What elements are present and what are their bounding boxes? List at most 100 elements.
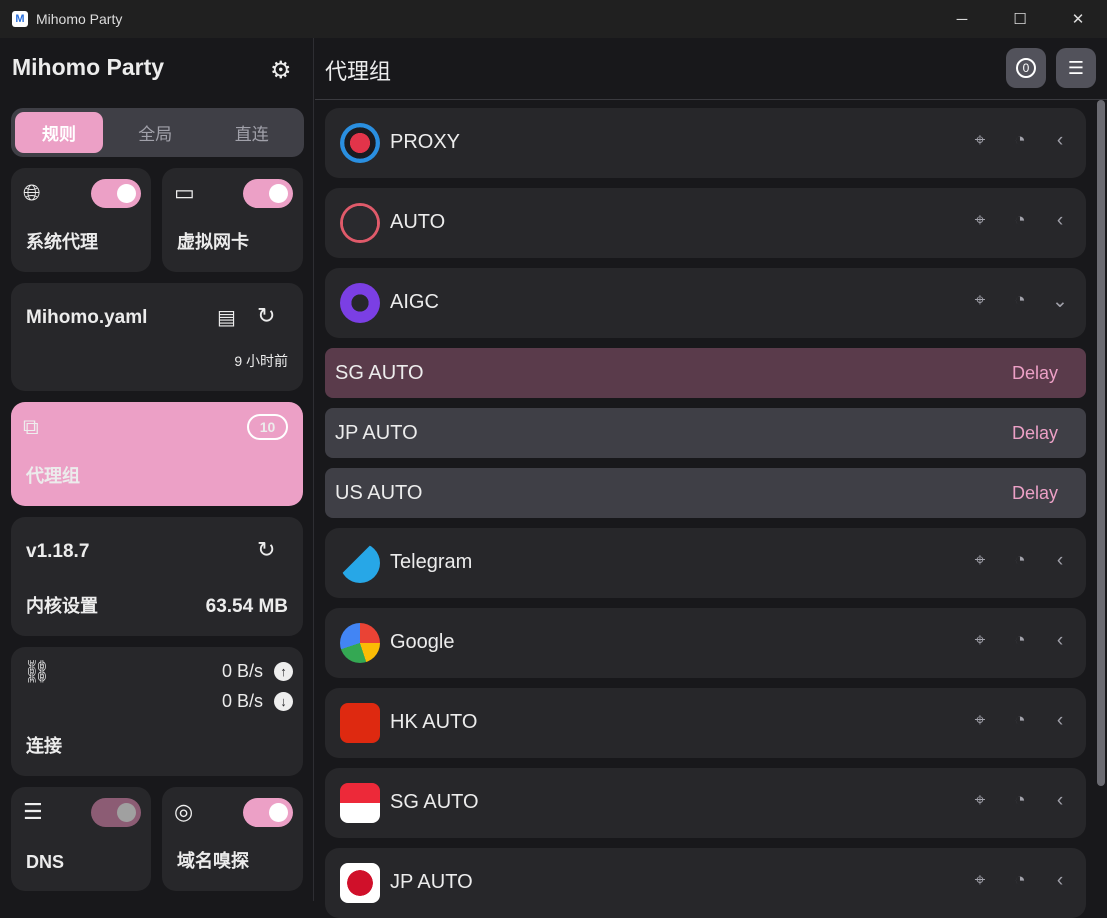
sniff-toggle[interactable] — [243, 798, 293, 827]
proxies-card[interactable]: ⧉ 10 代理组 — [11, 402, 303, 506]
hk-flag-icon — [340, 703, 380, 743]
proxy-group-row[interactable]: Telegram ⌖ ◔ ‹ — [325, 528, 1086, 598]
group-name: AUTO — [390, 211, 446, 233]
group-name: Telegram — [390, 551, 473, 573]
sysproxy-card[interactable]: 🌐︎ 系统代理 — [11, 168, 151, 272]
locate-icon[interactable]: ⌖ — [974, 790, 986, 811]
menu-lines-icon: ☰ — [1067, 57, 1085, 78]
close-button[interactable]: ✕ — [1071, 11, 1085, 28]
proxy-group-icon: ⧉ — [23, 414, 39, 439]
proxy-node-row[interactable]: US AUTO Delay — [325, 468, 1086, 518]
locate-icon[interactable]: ⌖ — [974, 870, 986, 891]
settings-gear-icon[interactable]: ⚙ — [270, 57, 292, 84]
sniff-label: 域名嗅探 — [177, 851, 249, 871]
core-memory: 63.54 MB — [205, 596, 288, 617]
dns-card[interactable]: ☰ DNS — [11, 787, 151, 891]
chevron-left-icon[interactable]: ‹ — [1056, 550, 1064, 571]
maximize-button[interactable]: ☐ — [1013, 11, 1027, 28]
locate-icon[interactable]: ⌖ — [974, 550, 986, 571]
dns-toggle[interactable] — [91, 798, 141, 827]
proxy-group-row[interactable]: JP AUTO ⌖ ◔ ‹ — [325, 848, 1086, 918]
chevron-left-icon[interactable]: ‹ — [1056, 790, 1064, 811]
dns-label: DNS — [26, 852, 65, 872]
chevron-left-icon[interactable]: ‹ — [1056, 210, 1064, 231]
chevron-left-icon[interactable]: ‹ — [1056, 630, 1064, 651]
title-bar: M Mihomo Party ─ ☐ ✕ — [0, 0, 1107, 38]
mode-direct-tab[interactable]: 直连 — [234, 125, 269, 144]
profile-card[interactable]: Mihomo.yaml ▤ ↻ 9 小时前 — [11, 283, 303, 391]
proxy-group-row[interactable]: PROXY ⌖ ◔ ‹ — [325, 108, 1086, 178]
speedtest-gauge-icon[interactable]: ◔ — [1014, 210, 1026, 231]
mode-global-tab[interactable]: 全局 — [138, 125, 173, 144]
edit-document-icon[interactable]: ▤ — [217, 307, 236, 329]
speedtest-gauge-icon[interactable]: ◔ — [1014, 790, 1026, 811]
speedtest-gauge-icon[interactable]: ◔ — [1014, 630, 1026, 651]
tun-card[interactable]: ▭ 虚拟网卡 — [162, 168, 303, 272]
proxy-target-icon — [340, 123, 380, 163]
proxy-group-row[interactable]: Google ⌖ ◔ ‹ — [325, 608, 1086, 678]
group-name: PROXY — [390, 131, 461, 153]
node-name: US AUTO — [335, 482, 423, 504]
download-arrow-icon: ↓ — [274, 692, 293, 711]
speedtest-gauge-icon[interactable]: ◔ — [1014, 710, 1026, 731]
speedtest-gauge-icon[interactable]: ◔ — [1014, 870, 1026, 891]
speedtest-gauge-icon[interactable]: ◔ — [1014, 550, 1026, 571]
chevron-down-icon[interactable]: ⌄ — [1052, 291, 1068, 312]
download-speed: 0 B/s — [221, 691, 263, 711]
globe-icon: 🌐︎ — [23, 180, 41, 205]
auto-bolt-icon — [340, 203, 380, 243]
radar-icon: ◎ — [174, 799, 194, 824]
telegram-icon — [340, 543, 380, 583]
zero-sort-button[interactable]: 0 — [1006, 48, 1046, 88]
speedtest-gauge-icon[interactable]: ◔ — [1014, 130, 1026, 151]
locate-icon[interactable]: ⌖ — [974, 210, 986, 231]
brand-title: Mihomo Party — [12, 54, 165, 80]
locate-icon[interactable]: ⌖ — [974, 710, 986, 731]
group-name: Google — [390, 631, 455, 653]
sysproxy-toggle[interactable] — [91, 179, 141, 208]
chevron-left-icon[interactable]: ‹ — [1056, 870, 1064, 891]
proxy-group-row[interactable]: SG AUTO ⌖ ◔ ‹ — [325, 768, 1086, 838]
refresh-icon[interactable]: ↻ — [257, 303, 276, 328]
locate-icon[interactable]: ⌖ — [974, 130, 986, 151]
upload-arrow-icon: ↑ — [274, 662, 293, 681]
window-title: Mihomo Party — [36, 11, 123, 27]
core-label: 内核设置 — [26, 596, 98, 616]
sniff-card[interactable]: ◎ 域名嗅探 — [162, 787, 303, 891]
locate-icon[interactable]: ⌖ — [974, 630, 986, 651]
restart-core-icon[interactable]: ↻ — [257, 537, 276, 562]
mode-rule-tab[interactable]: 规则 — [15, 112, 103, 153]
proxy-group-row[interactable]: AIGC ⌖ ◔ ⌄ — [325, 268, 1086, 338]
core-version: v1.18.7 — [26, 541, 90, 562]
tun-toggle[interactable] — [243, 179, 293, 208]
chevron-left-icon[interactable]: ‹ — [1056, 130, 1064, 151]
node-name: SG AUTO — [335, 362, 424, 384]
minimize-button[interactable]: ─ — [956, 10, 968, 28]
sidebar: Mihomo Party ⚙ 规则 全局 直连 🌐︎ 系统代理 ▭ 虚拟网卡 M… — [0, 38, 314, 901]
core-card[interactable]: v1.18.7 ↻ 内核设置 63.54 MB — [11, 517, 303, 636]
server-icon: ☰ — [23, 799, 43, 824]
proxy-node-row[interactable]: JP AUTO Delay — [325, 408, 1086, 458]
delay-test-button[interactable]: Delay — [1011, 423, 1058, 443]
delay-test-button[interactable]: Delay — [1011, 363, 1058, 383]
zero-circle-icon: 0 — [1016, 58, 1036, 78]
upload-speed: 0 B/s — [221, 661, 263, 681]
page-title: 代理组 — [325, 59, 392, 84]
connections-card[interactable]: ⛓︎ 0 B/s ↑ 0 B/s ↓ 连接 — [11, 647, 303, 776]
proxy-node-row[interactable]: SG AUTO Delay — [325, 348, 1086, 398]
chevron-left-icon[interactable]: ‹ — [1056, 710, 1064, 731]
scrollbar[interactable] — [1097, 100, 1105, 786]
proxy-group-row[interactable]: HK AUTO ⌖ ◔ ‹ — [325, 688, 1086, 758]
app-logo-icon: M — [12, 11, 28, 27]
speedtest-gauge-icon[interactable]: ◔ — [1014, 290, 1026, 311]
group-name: AIGC — [390, 291, 439, 313]
network-card-icon: ▭ — [174, 180, 195, 205]
group-name: HK AUTO — [390, 711, 478, 733]
locate-icon[interactable]: ⌖ — [974, 290, 986, 311]
menu-button[interactable]: ☰ — [1056, 48, 1096, 88]
delay-test-button[interactable]: Delay — [1011, 483, 1058, 503]
group-name: SG AUTO — [390, 791, 479, 813]
proxy-group-row[interactable]: AUTO ⌖ ◔ ‹ — [325, 188, 1086, 258]
header-divider — [315, 99, 1107, 100]
profile-updated: 9 小时前 — [234, 353, 288, 369]
